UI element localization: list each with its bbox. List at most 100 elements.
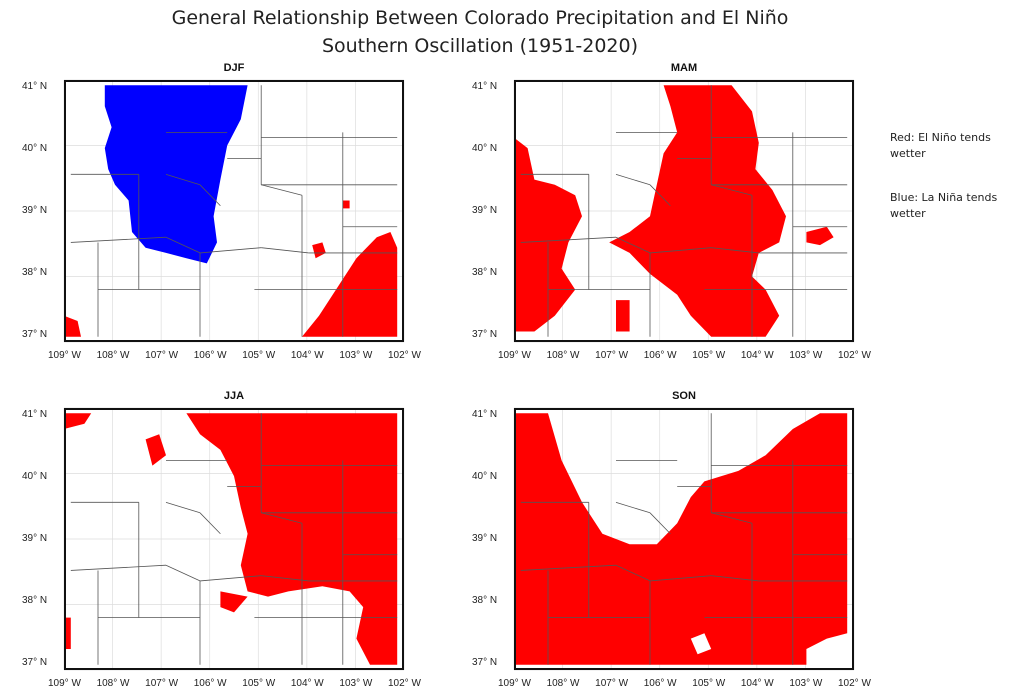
county-boundary — [711, 512, 753, 524]
county-boundary — [711, 575, 759, 582]
latitude-label: 38° N — [472, 595, 498, 606]
latitude-label: 37° N — [472, 329, 498, 340]
latitude-label: 40° N — [22, 471, 48, 482]
county-boundary — [70, 236, 167, 243]
el-nino-wet-region — [616, 300, 630, 332]
panel-jja: JJA 41° N 40° N 39° N 38° N 37° N 109° W 108° W… — [20, 390, 421, 700]
county-boundary — [165, 173, 201, 186]
el-nino-wet-region — [302, 232, 398, 337]
la-nina-wet-region — [104, 85, 248, 264]
panel-djf: DJF 41° N 40° N 39° N 38° N 37° N 109° W 108° W… — [20, 62, 421, 372]
longitude-label: 103° W — [789, 678, 823, 689]
legend-la-nina: Blue: La Niña tends wetter — [890, 191, 998, 220]
latitude-label: 39° N — [22, 205, 48, 216]
el-nino-wet-region — [186, 413, 398, 665]
panel-mam: MAM 41° N 40° N 39° N 38° N 37° N 109° W 108° W… — [470, 62, 871, 372]
county-boundary — [711, 184, 753, 196]
county-boundary — [199, 184, 221, 207]
el-nino-wet-region — [220, 591, 248, 613]
longitude-label: 103° W — [339, 678, 373, 689]
longitude-label: 103° W — [339, 350, 373, 361]
el-nino-wet-region — [64, 315, 81, 337]
county-boundary — [199, 512, 221, 535]
longitude-label: 106° W — [643, 350, 677, 361]
county-boundary — [165, 564, 201, 582]
longitude-label: 102° W — [838, 350, 871, 361]
longitude-label: 107° W — [595, 350, 629, 361]
county-boundary — [649, 512, 671, 535]
latitude-label: 39° N — [22, 533, 48, 544]
latitude-label: 41° N — [472, 409, 498, 420]
longitude-label: 106° W — [193, 678, 227, 689]
longitude-label: 102° W — [388, 350, 421, 361]
county-boundary — [615, 501, 651, 514]
latitude-label: 40° N — [472, 143, 498, 154]
figure-title: General Relationship Between Colorado Pr… — [0, 4, 960, 60]
panel-title: MAM — [670, 62, 698, 74]
longitude-label: 109° W — [498, 678, 531, 689]
longitude-label: 102° W — [838, 678, 871, 689]
longitude-label: 108° W — [546, 350, 580, 361]
longitude-label: 105° W — [692, 350, 726, 361]
longitude-label: 107° W — [145, 678, 179, 689]
latitude-label: 40° N — [472, 471, 498, 482]
el-nino-wet-region — [342, 200, 350, 209]
county-boundary — [615, 173, 651, 186]
legend-el-nino: Red: El Niño tends wetter — [890, 131, 991, 160]
county-boundary — [261, 184, 303, 196]
latitude-label: 41° N — [22, 409, 48, 420]
county-boundary — [649, 184, 671, 207]
longitude-label: 107° W — [145, 350, 179, 361]
county-boundary — [615, 564, 651, 582]
panel-title: DJF — [223, 62, 245, 74]
latitude-label: 37° N — [472, 657, 498, 668]
el-nino-wet-region — [514, 137, 582, 332]
latitude-label: 40° N — [22, 143, 48, 154]
longitude-label: 106° W — [643, 678, 677, 689]
longitude-label: 106° W — [193, 350, 227, 361]
colorado-map — [513, 407, 855, 671]
colorado-map — [513, 79, 855, 343]
county-boundary — [649, 575, 712, 582]
figure-title-line1: General Relationship Between Colorado Pr… — [171, 7, 789, 29]
longitude-label: 109° W — [48, 350, 81, 361]
map-frame — [64, 408, 404, 670]
longitude-label: 109° W — [48, 678, 81, 689]
latitude-label: 37° N — [22, 329, 48, 340]
longitude-label: 107° W — [595, 678, 629, 689]
panel-title: SON — [672, 390, 696, 402]
dry-gap-region — [690, 633, 712, 655]
longitude-label: 104° W — [740, 678, 774, 689]
latitude-label: 41° N — [472, 81, 498, 92]
map-frame — [514, 408, 854, 670]
county-boundary — [261, 575, 309, 582]
map-frame — [514, 80, 854, 342]
longitude-label: 104° W — [740, 350, 774, 361]
longitude-label: 102° W — [388, 678, 421, 689]
latitude-label: 39° N — [472, 205, 498, 216]
latitude-label: 38° N — [472, 267, 498, 278]
longitude-label: 105° W — [242, 350, 276, 361]
latitude-label: 38° N — [22, 267, 48, 278]
longitude-label: 108° W — [546, 678, 580, 689]
county-boundary — [165, 501, 201, 514]
el-nino-wet-region — [64, 413, 92, 429]
el-nino-wet-region — [514, 413, 848, 665]
el-nino-wet-region — [312, 242, 326, 259]
latitude-label: 41° N — [22, 81, 48, 92]
colorado-map — [63, 407, 405, 671]
county-boundary — [615, 236, 651, 254]
longitude-label: 105° W — [242, 678, 276, 689]
longitude-label: 108° W — [96, 350, 130, 361]
longitude-label: 104° W — [290, 678, 324, 689]
map-frame — [64, 80, 404, 342]
colorado-map — [63, 79, 405, 343]
el-nino-wet-region — [145, 434, 166, 466]
figure-title-line2: Southern Oscillation (1951-2020) — [321, 35, 639, 57]
county-boundary — [520, 564, 617, 571]
el-nino-wet-region — [609, 85, 786, 337]
county-boundary — [70, 564, 167, 571]
county-boundary — [199, 247, 262, 254]
county-boundary — [261, 512, 303, 524]
longitude-label: 108° W — [96, 678, 130, 689]
